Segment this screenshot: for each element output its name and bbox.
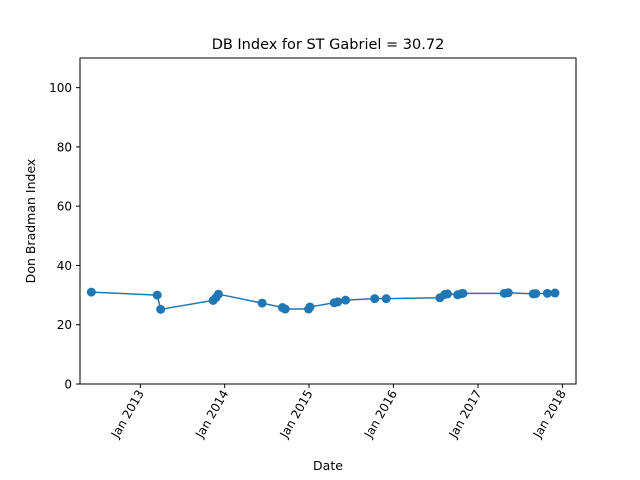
data-point <box>341 295 351 305</box>
y-axis-label: Don Bradman Index <box>23 159 38 284</box>
data-point <box>458 288 468 298</box>
data-point <box>442 289 452 299</box>
data-point <box>305 302 315 312</box>
x-axis-label: Date <box>313 458 343 473</box>
y-tick-label: 20 <box>57 318 72 332</box>
data-point <box>381 294 391 304</box>
y-tick-label: 100 <box>49 81 72 95</box>
y-axis: 0 20 40 60 80 100 <box>49 81 80 392</box>
data-point <box>156 304 166 314</box>
y-tick-label: 40 <box>57 259 72 273</box>
data-point <box>333 297 343 307</box>
data-point <box>542 288 552 298</box>
plot-area <box>79 57 577 385</box>
data-point <box>257 298 267 308</box>
data-point <box>152 290 162 300</box>
data-point <box>503 288 513 298</box>
y-tick-label: 80 <box>57 140 72 154</box>
data-point <box>86 287 96 297</box>
y-tick-label: 0 <box>64 378 72 392</box>
data-point <box>531 289 541 299</box>
data-point <box>370 294 380 304</box>
data-point <box>280 304 290 314</box>
chart-title: DB Index for ST Gabriel = 30.72 <box>212 37 445 53</box>
data-series <box>86 287 560 314</box>
data-point <box>550 288 560 298</box>
plot-frame <box>79 57 577 385</box>
y-tick-label: 60 <box>57 200 72 214</box>
data-point <box>213 289 223 299</box>
